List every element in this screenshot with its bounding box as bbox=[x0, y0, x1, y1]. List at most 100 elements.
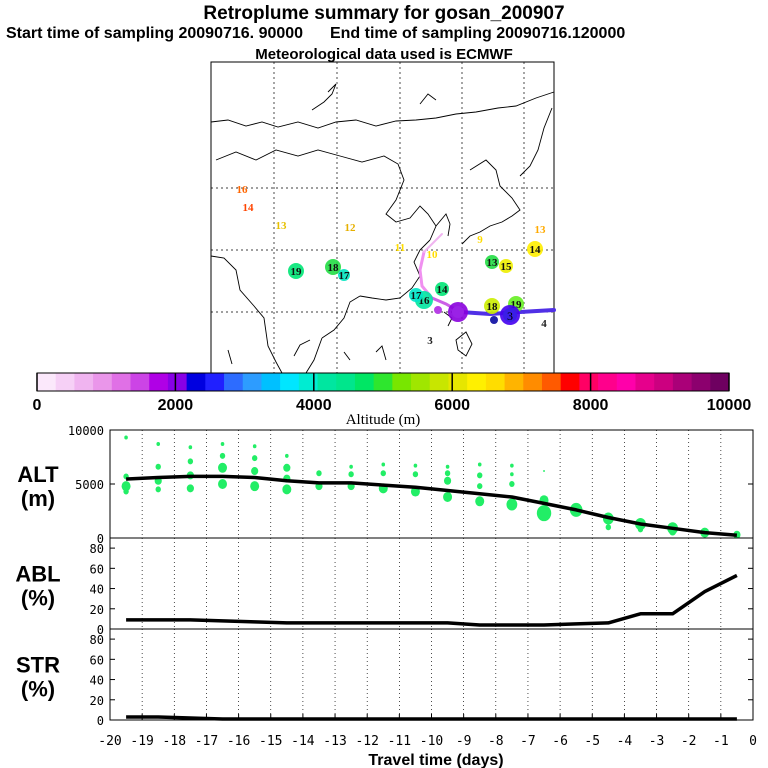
x-tick-label: -17 bbox=[195, 734, 218, 749]
x-tick-label: -16 bbox=[227, 734, 250, 749]
scatter-point bbox=[349, 464, 353, 469]
colorbar-swatch bbox=[93, 373, 113, 391]
scatter-point bbox=[637, 526, 644, 533]
colorbar-swatch bbox=[74, 373, 94, 391]
colorbar-swatch bbox=[579, 373, 599, 391]
panel-y-tick-label: 20 bbox=[90, 694, 104, 708]
x-tick-label: -9 bbox=[456, 734, 472, 749]
panel-ylabel-line2: (m) bbox=[21, 486, 55, 511]
scatter-point bbox=[444, 470, 451, 477]
plume-marker-label: 3 bbox=[507, 309, 513, 323]
x-tick-label: -3 bbox=[649, 734, 665, 749]
panel-ylabel-line1: ALT bbox=[17, 462, 59, 487]
plume-marker-dot bbox=[452, 306, 464, 318]
scatter-point bbox=[380, 470, 386, 477]
plume-marker-dot bbox=[435, 282, 449, 296]
colorbar-tick-label: 2000 bbox=[158, 397, 194, 414]
scatter-point bbox=[251, 467, 259, 476]
scatter-point bbox=[443, 476, 452, 485]
scatter-point bbox=[536, 505, 552, 522]
plume-marker-label: 13 bbox=[487, 257, 499, 269]
scatter-point bbox=[506, 498, 518, 511]
plume-marker-label: 19 bbox=[511, 299, 523, 311]
scatter-point bbox=[543, 470, 545, 473]
colorbar-swatch bbox=[392, 373, 412, 391]
colorbar-swatch bbox=[523, 373, 543, 391]
scatter-point bbox=[510, 463, 514, 468]
plume-marker-label: 15 bbox=[501, 261, 513, 273]
colorbar-swatch bbox=[373, 373, 393, 391]
panel-y-tick-label: 20 bbox=[90, 603, 104, 617]
plume-marker-dot bbox=[484, 298, 500, 314]
scatter-point bbox=[186, 484, 194, 493]
sampling-times: Start time of sampling 20090716. 90000 E… bbox=[6, 25, 625, 43]
colorbar-tick-label: 6000 bbox=[434, 397, 470, 414]
plume-marker-label: 11 bbox=[395, 242, 405, 254]
scatter-point bbox=[155, 463, 161, 470]
start-time-value: 20090716. 90000 bbox=[178, 25, 304, 42]
panel-y-tick-label: 0 bbox=[97, 714, 104, 728]
scatter-point bbox=[412, 471, 419, 478]
plume-marker-dot bbox=[325, 259, 341, 275]
colorbar-swatch bbox=[354, 373, 375, 391]
plume-marker-label: 4 bbox=[541, 318, 547, 330]
chart-title: Retroplume summary for gosan_200907 bbox=[203, 3, 565, 24]
x-tick-label: -4 bbox=[617, 734, 633, 749]
plume-marker-label: 14 bbox=[530, 244, 542, 256]
plume-marker-label: 17 bbox=[411, 290, 423, 302]
panel-ylabel-line1: STR bbox=[16, 653, 60, 678]
plume-marker-label: 3 bbox=[427, 335, 433, 347]
colorbar-swatch bbox=[485, 373, 506, 391]
scatter-point bbox=[220, 442, 225, 447]
plume-marker-label: 14 bbox=[437, 284, 449, 296]
colorbar-swatch bbox=[560, 373, 580, 391]
colorbar-swatch bbox=[616, 373, 636, 391]
scatter-point bbox=[477, 483, 483, 490]
map-frame bbox=[210, 61, 555, 374]
plume-marker-dot bbox=[288, 263, 304, 279]
x-axis-label: Travel time (days) bbox=[368, 752, 503, 768]
x-tick-label: -1 bbox=[713, 734, 729, 749]
colorbar-swatch bbox=[429, 373, 449, 391]
x-tick-label: -13 bbox=[323, 734, 346, 749]
colorbar-swatch bbox=[111, 373, 132, 391]
x-tick-label: -15 bbox=[259, 734, 282, 749]
panel-y-tick-label: 40 bbox=[90, 583, 104, 597]
panel-ylabel-line2: (%) bbox=[21, 677, 55, 702]
colorbar-swatch bbox=[167, 373, 188, 391]
plume-marker-label: 10 bbox=[427, 249, 439, 261]
colorbar-swatch bbox=[205, 373, 225, 391]
scatter-point bbox=[605, 524, 612, 531]
scatter-point bbox=[123, 488, 129, 495]
retroplume-map: 1614131211109191817131514161718192343141… bbox=[210, 61, 556, 374]
panel-ylabel-line2: (%) bbox=[21, 586, 55, 611]
plume-marker-dot bbox=[527, 241, 543, 257]
scatter-point bbox=[509, 481, 515, 487]
met-data-text: Meteorological data used is ECMWF bbox=[255, 46, 513, 63]
scatter-point bbox=[187, 458, 194, 465]
scatter-point bbox=[348, 471, 354, 478]
panel-y-tick-label: 80 bbox=[90, 633, 104, 647]
panel-y-tick-label: 5000 bbox=[75, 478, 104, 492]
colorbar-swatch bbox=[541, 373, 562, 391]
scatter-point bbox=[121, 481, 131, 492]
colorbar-swatch bbox=[635, 373, 655, 391]
scatter-point bbox=[283, 463, 291, 472]
x-tick-label: -11 bbox=[388, 734, 411, 749]
scatter-point bbox=[252, 444, 257, 449]
series-line-abl bbox=[126, 573, 738, 627]
x-tick-label: -8 bbox=[488, 734, 504, 749]
panel-y-tick-label: 0 bbox=[97, 532, 104, 546]
x-tick-label: -20 bbox=[98, 734, 121, 749]
scatter-point bbox=[510, 472, 514, 477]
altitude-colorbar: 0 2000 4000 6000 8000 10000 Altitude (m) bbox=[33, 372, 751, 428]
plume-marker-label: 13 bbox=[276, 220, 288, 232]
colorbar-swatch bbox=[37, 373, 57, 391]
scatter-point bbox=[219, 452, 226, 459]
colorbar-swatch bbox=[710, 373, 730, 391]
colorbar-swatch bbox=[411, 373, 431, 391]
plume-marker-dot bbox=[409, 288, 423, 302]
colorbar-swatch bbox=[654, 373, 674, 391]
time-series-panels: 0500010000ALT(m)020406080ABL(%)020406080… bbox=[15, 424, 757, 768]
